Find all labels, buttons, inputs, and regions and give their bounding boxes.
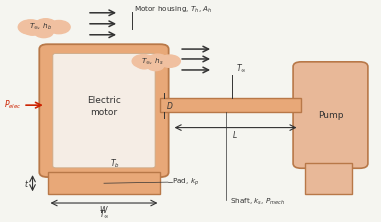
Circle shape xyxy=(48,20,70,34)
Text: Electric
motor: Electric motor xyxy=(87,96,121,117)
Circle shape xyxy=(148,54,167,65)
Text: $L$: $L$ xyxy=(232,129,237,140)
Text: Pad, $k_p$: Pad, $k_p$ xyxy=(172,176,199,188)
Text: $W$: $W$ xyxy=(99,204,109,215)
Text: $D$: $D$ xyxy=(166,100,173,111)
Bar xyxy=(48,172,160,194)
Text: $T_{\infty}$: $T_{\infty}$ xyxy=(236,63,247,74)
Text: $P_{elec}$: $P_{elec}$ xyxy=(5,99,22,111)
Text: $T_{\infty}$, $h_s$: $T_{\infty}$, $h_s$ xyxy=(141,57,163,67)
Text: $T_b$: $T_b$ xyxy=(110,157,119,170)
Text: Shaft, $k_s$, $P_{mech}$: Shaft, $k_s$, $P_{mech}$ xyxy=(230,197,285,207)
Text: $T_{\infty}$: $T_{\infty}$ xyxy=(99,208,109,220)
Circle shape xyxy=(34,27,53,38)
Circle shape xyxy=(18,20,43,34)
Text: Motor housing, $T_h$, $A_h$: Motor housing, $T_h$, $A_h$ xyxy=(134,4,213,15)
Text: $t$: $t$ xyxy=(24,178,29,189)
FancyBboxPatch shape xyxy=(53,54,155,168)
Bar xyxy=(160,98,301,112)
FancyBboxPatch shape xyxy=(293,62,368,168)
Circle shape xyxy=(159,55,180,67)
FancyBboxPatch shape xyxy=(39,44,169,177)
Bar xyxy=(305,163,352,194)
Text: Pump: Pump xyxy=(318,111,343,120)
Circle shape xyxy=(137,60,152,69)
Circle shape xyxy=(147,61,164,71)
Circle shape xyxy=(35,19,56,31)
Circle shape xyxy=(24,26,41,35)
Circle shape xyxy=(132,55,155,68)
Text: $T_{\infty}$, $h_b$: $T_{\infty}$, $h_b$ xyxy=(29,22,52,32)
